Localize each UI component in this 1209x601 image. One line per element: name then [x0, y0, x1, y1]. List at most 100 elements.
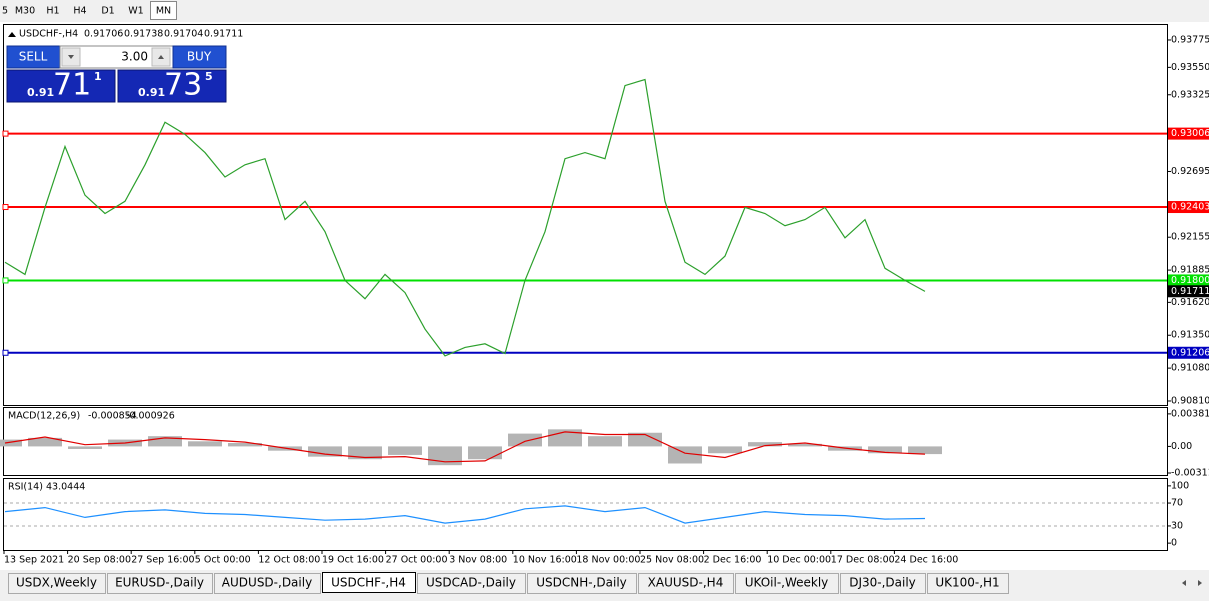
tab-label[interactable]: USDCNH-,Daily [536, 576, 627, 590]
ohlc-value: 0.91706 [84, 29, 123, 40]
x-tick-label: 3 Nov 08:00 [449, 555, 507, 566]
price-line [4, 78, 926, 357]
tab[interactable] [638, 573, 734, 594]
level-label: 0.92403 [1171, 202, 1209, 213]
y-tick-label: -0.003115 [1171, 467, 1209, 478]
sell-label[interactable]: SELL [19, 50, 48, 64]
x-tick-label: 2 Dec 16:00 [704, 555, 762, 566]
tab-label[interactable]: UKOil-,Weekly [745, 576, 829, 590]
price-box[interactable] [117, 69, 227, 103]
tab-label[interactable]: UK100-,H1 [935, 576, 999, 590]
y-tick-label: 0.91620 [1171, 297, 1209, 308]
tab-label[interactable]: XAUUSD-,H4 [648, 576, 724, 590]
rsi-line [4, 505, 926, 524]
tab[interactable] [927, 573, 1009, 594]
x-tick-label: 24 Dec 16:00 [894, 555, 958, 566]
macd-bar [308, 446, 342, 457]
rsi-title: RSI(14) [8, 482, 43, 493]
timeframe-label[interactable]: H4 [73, 6, 86, 17]
level-handle[interactable] [2, 277, 9, 284]
timeframe-button[interactable] [40, 1, 66, 20]
x-tick-label: 27 Oct 00:00 [386, 555, 448, 566]
tab[interactable] [107, 573, 213, 594]
price-small[interactable]: 0.91 [27, 86, 54, 99]
x-tick-label: 19 Oct 16:00 [322, 555, 384, 566]
chart-window [0, 22, 1209, 570]
macd-bar [628, 432, 662, 447]
tab[interactable] [417, 573, 526, 594]
lot-down-arrow[interactable] [68, 55, 74, 59]
macd-bar [388, 446, 422, 455]
price-small[interactable]: 0.91 [138, 86, 165, 99]
tab[interactable] [8, 573, 106, 594]
tab[interactable] [214, 573, 321, 594]
y-tick-label: 0.00 [1171, 441, 1192, 452]
timeframe-button[interactable] [150, 1, 177, 20]
tab-label[interactable]: EURUSD-,Daily [115, 576, 204, 590]
timeframe-label[interactable]: H1 [46, 6, 59, 17]
level-label: 0.93006 [1171, 128, 1209, 139]
timeframe-button[interactable] [10, 1, 40, 20]
tab-label[interactable]: DJ30-,Daily [849, 576, 916, 590]
level-label-box [1168, 201, 1209, 214]
tab[interactable] [322, 572, 416, 593]
macd-bar [748, 442, 782, 447]
tab-scroll-right[interactable] [1198, 580, 1202, 586]
lot-value[interactable]: 3.00 [121, 50, 148, 64]
price-big[interactable]: 71 [53, 68, 91, 103]
collapse-icon[interactable] [8, 32, 16, 37]
timeframe-button[interactable] [122, 1, 150, 20]
tab-label[interactable]: USDCHF-,H4 [331, 576, 406, 590]
macd-bar [28, 437, 62, 447]
x-tick-label: 25 Nov 08:00 [640, 555, 704, 566]
tab-scroll-left[interactable] [1182, 580, 1186, 586]
level-label: 0.91206 [1171, 347, 1209, 358]
level-handle[interactable] [2, 204, 9, 211]
timeframe-label[interactable]: MN [156, 6, 171, 17]
lot-up-arrow[interactable] [158, 55, 164, 59]
timeframe-button[interactable] [0, 1, 10, 20]
tab-label[interactable]: AUDUSD-,Daily [222, 576, 312, 590]
timeframe-button[interactable] [94, 1, 122, 20]
y-tick-label: 70 [1171, 498, 1183, 509]
y-tick-label: 0.90810 [1171, 395, 1209, 406]
level-handle[interactable] [2, 349, 9, 356]
tab[interactable] [735, 573, 839, 594]
y-tick-label: 0.91350 [1171, 330, 1209, 341]
y-tick-label: 0.92155 [1171, 232, 1209, 243]
level-handle[interactable] [2, 130, 9, 137]
timeframe-label[interactable]: 5 [2, 6, 8, 17]
buy-label[interactable]: BUY [187, 50, 212, 64]
level-label-box [1168, 274, 1209, 287]
tab[interactable] [527, 573, 637, 594]
current-price-label: 0.91711 [1171, 286, 1209, 297]
tab-label[interactable]: USDX,Weekly [16, 576, 97, 590]
tab[interactable] [840, 573, 926, 594]
y-tick-label: 0.93550 [1171, 62, 1209, 73]
timeframe-label[interactable]: W1 [128, 6, 143, 17]
x-tick-label: 20 Sep 08:00 [68, 555, 131, 566]
price-big[interactable]: 73 [164, 68, 202, 103]
timeframe-label[interactable]: D1 [101, 6, 114, 17]
x-tick-label: 27 Sep 16:00 [131, 555, 194, 566]
y-tick-label: 0.003811 [1171, 408, 1209, 419]
timeframe-label[interactable]: M30 [15, 6, 35, 17]
price-sup[interactable]: 5 [205, 70, 213, 83]
macd-bar [0, 439, 22, 447]
price-sup[interactable]: 1 [94, 70, 102, 83]
x-tick-label: 17 Dec 08:00 [831, 555, 895, 566]
buy-button[interactable] [172, 45, 227, 69]
price-box[interactable] [6, 69, 116, 103]
macd-signal: -0.000926 [126, 411, 175, 422]
timeframe-button[interactable] [66, 1, 94, 20]
macd-bar [908, 446, 942, 455]
macd-bar [188, 441, 222, 447]
tab-label[interactable]: USDCAD-,Daily [426, 576, 516, 590]
x-tick-label: 13 Sep 2021 [4, 555, 64, 566]
main-panel [3, 24, 1168, 406]
rsi-panel [3, 478, 1168, 551]
current-price-box [1168, 285, 1209, 298]
x-tick-label: 10 Dec 00:00 [767, 555, 831, 566]
y-tick-label: 0.91080 [1171, 363, 1209, 374]
